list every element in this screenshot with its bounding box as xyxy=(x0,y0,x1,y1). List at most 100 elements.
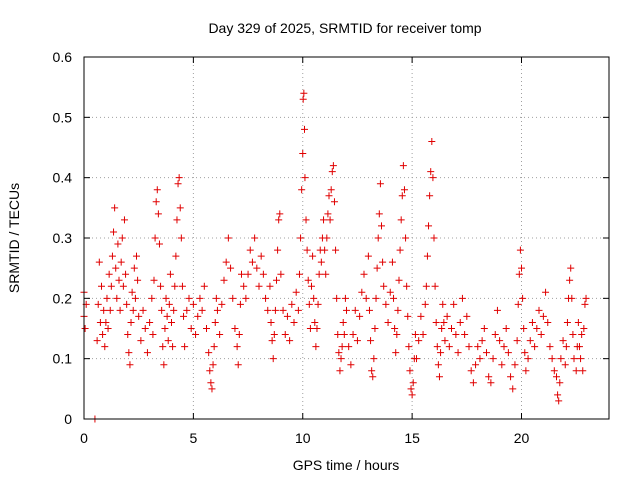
data-point xyxy=(148,294,156,302)
data-point xyxy=(187,325,195,332)
data-point xyxy=(426,192,434,200)
data-point xyxy=(338,343,346,351)
x-tick-label: 5 xyxy=(189,430,197,446)
data-point xyxy=(580,325,588,332)
data-point xyxy=(427,168,435,176)
data-point xyxy=(160,361,168,369)
x-tick-label: 0 xyxy=(80,430,88,446)
data-point xyxy=(152,198,160,206)
data-point xyxy=(334,331,342,339)
data-point xyxy=(332,246,340,254)
data-point xyxy=(93,337,101,345)
data-point xyxy=(513,337,521,345)
data-point xyxy=(438,325,446,332)
data-point xyxy=(531,343,539,351)
data-point xyxy=(340,331,348,339)
data-point xyxy=(157,282,165,290)
data-point xyxy=(519,294,527,302)
data-point xyxy=(181,343,189,351)
data-point xyxy=(162,294,170,302)
data-point xyxy=(521,349,529,357)
data-point xyxy=(372,294,380,302)
data-point xyxy=(115,276,123,284)
data-point xyxy=(358,288,366,296)
data-point xyxy=(253,264,261,272)
data-point xyxy=(463,312,471,320)
data-point xyxy=(161,325,169,332)
data-point xyxy=(104,325,112,332)
data-point xyxy=(421,300,429,308)
data-point xyxy=(396,246,404,254)
data-point xyxy=(483,349,490,357)
data-point xyxy=(177,234,185,242)
data-point xyxy=(248,258,256,266)
data-point xyxy=(320,216,328,224)
data-point xyxy=(213,306,221,314)
chart-title: Day 329 of 2025, SRMTID for receiver tom… xyxy=(208,20,481,36)
data-point xyxy=(170,306,178,314)
data-point xyxy=(472,361,480,369)
data-point xyxy=(312,343,320,351)
data-point xyxy=(489,355,497,363)
data-point xyxy=(205,349,213,357)
data-point xyxy=(298,186,306,194)
data-point xyxy=(301,125,308,133)
data-point xyxy=(408,391,416,399)
data-point xyxy=(174,180,182,188)
data-point xyxy=(548,355,556,363)
data-point xyxy=(391,325,399,332)
data-point xyxy=(264,306,272,314)
data-point xyxy=(430,234,438,242)
data-point xyxy=(203,325,210,332)
data-point xyxy=(133,252,140,260)
data-point xyxy=(274,246,282,254)
data-point xyxy=(403,282,411,290)
data-point xyxy=(124,331,132,339)
data-point xyxy=(169,343,177,351)
data-point xyxy=(404,312,412,320)
data-point xyxy=(110,228,118,236)
data-point xyxy=(198,306,206,314)
data-point xyxy=(339,318,347,326)
data-point xyxy=(379,258,387,266)
data-point xyxy=(117,258,125,266)
data-point xyxy=(283,312,291,320)
data-point xyxy=(539,312,547,320)
data-point xyxy=(189,300,197,308)
data-point xyxy=(112,264,120,272)
data-point xyxy=(467,367,475,375)
data-point xyxy=(311,318,319,326)
data-point xyxy=(570,355,578,363)
data-point xyxy=(281,331,289,339)
data-point xyxy=(537,331,545,339)
data-point xyxy=(400,186,408,194)
data-point xyxy=(578,331,586,339)
data-point xyxy=(251,234,259,242)
data-point xyxy=(315,270,323,278)
data-point xyxy=(81,325,89,332)
data-point xyxy=(229,294,237,302)
x-tick-label: 20 xyxy=(514,430,530,446)
data-point xyxy=(362,294,370,302)
data-point xyxy=(429,174,437,182)
data-point xyxy=(317,258,325,266)
data-point xyxy=(388,258,396,266)
data-point xyxy=(163,312,171,320)
data-point xyxy=(220,276,228,284)
data-point xyxy=(125,349,133,357)
data-point xyxy=(443,312,451,320)
data-point xyxy=(395,276,403,284)
data-point xyxy=(520,325,528,332)
data-point xyxy=(224,234,232,242)
data-point xyxy=(474,343,482,351)
data-point xyxy=(178,282,186,290)
y-tick-label: 0.5 xyxy=(53,109,73,125)
data-point xyxy=(235,331,243,339)
data-point xyxy=(233,343,241,351)
data-point xyxy=(498,361,506,369)
data-point xyxy=(435,373,443,381)
data-point xyxy=(569,331,577,339)
data-point xyxy=(207,379,215,387)
y-tick-label: 0 xyxy=(64,411,72,427)
data-point xyxy=(406,367,414,375)
